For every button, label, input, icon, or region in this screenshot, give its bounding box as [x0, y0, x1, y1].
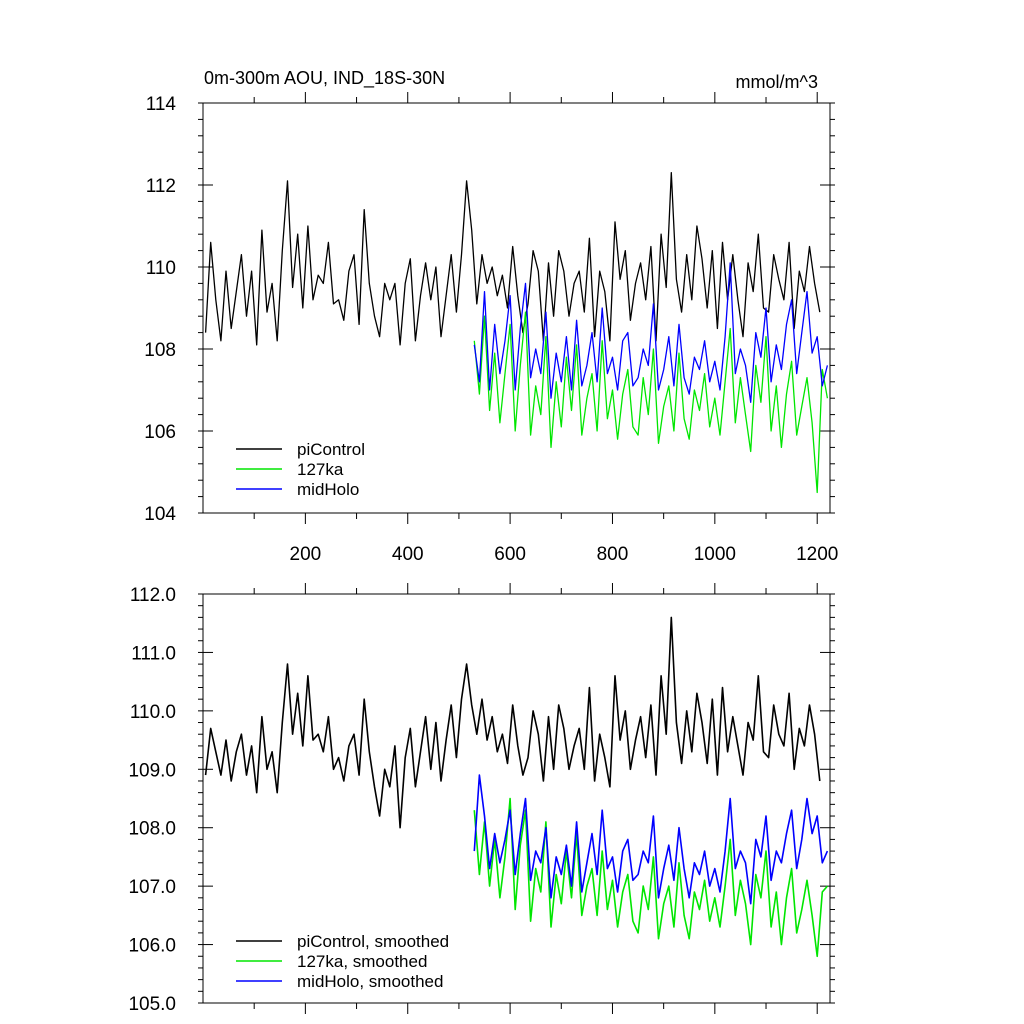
bottom-x-axis — [253, 583, 818, 1014]
y-tick-label: 114 — [146, 94, 177, 115]
y-tick-label: 106 — [144, 422, 176, 443]
y-tick-label: 108.0 — [128, 819, 176, 840]
units-label: mmol/m^3 — [736, 72, 818, 92]
top-legend-label-0: piControl — [297, 440, 365, 459]
y-tick-label: 108 — [144, 340, 176, 361]
x-tick-label: 400 — [392, 544, 424, 565]
y-tick-label: 104 — [144, 504, 176, 525]
top-plot-frame — [202, 102, 831, 514]
bottom-legend-label-0: piControl, smoothed — [297, 932, 449, 951]
bottom-series-line-0 — [204, 616, 821, 829]
bottom-panel: 105.0 106.0 107.0 108.0 109.0 110.0 111.0 112.0… — [128, 583, 835, 1015]
y-tick-label: 111.0 — [131, 643, 176, 664]
y-tick-label: 107.0 — [128, 877, 176, 898]
y-tick-label: 109.0 — [128, 760, 176, 781]
bottom-series-group — [204, 616, 829, 958]
bottom-y-axis: 105.0 106.0 107.0 108.0 109.0 110.0 111.0 112.0 — [128, 585, 835, 1015]
x-tick-label: 1000 — [694, 544, 736, 565]
bottom-series-line-1 — [473, 797, 829, 958]
top-series-line-1 — [473, 311, 829, 494]
top-x-axis: 200 400 600 800 1000 1200 — [253, 92, 838, 565]
top-series-line-0 — [204, 172, 821, 346]
top-series-group — [204, 172, 829, 494]
x-tick-label: 600 — [494, 544, 526, 565]
bottom-plot-frame — [202, 593, 831, 1004]
top-y-axis: 104 106 108 110 112 114 — [144, 94, 835, 525]
x-tick-label: 800 — [597, 544, 629, 565]
y-tick-label: 112.0 — [130, 585, 176, 606]
y-tick-label: 106.0 — [128, 936, 176, 957]
bottom-legend-label-1: 127ka, smoothed — [297, 952, 427, 971]
top-legend-label-2: midHolo — [297, 480, 359, 499]
bottom-series-line-2 — [473, 774, 829, 905]
y-tick-label: 112 — [146, 176, 176, 197]
y-tick-label: 110 — [146, 258, 176, 279]
x-tick-label: 200 — [290, 544, 322, 565]
figure-title: 0m-300m AOU, IND_18S-30N — [204, 68, 445, 89]
top-legend-label-1: 127ka — [297, 460, 344, 479]
top-series-line-2 — [473, 262, 829, 403]
y-tick-label: 105.0 — [128, 994, 176, 1015]
x-tick-label: 1200 — [796, 544, 838, 565]
bottom-legend-label-2: midHolo, smoothed — [297, 972, 443, 991]
y-tick-label: 110.0 — [130, 702, 176, 723]
